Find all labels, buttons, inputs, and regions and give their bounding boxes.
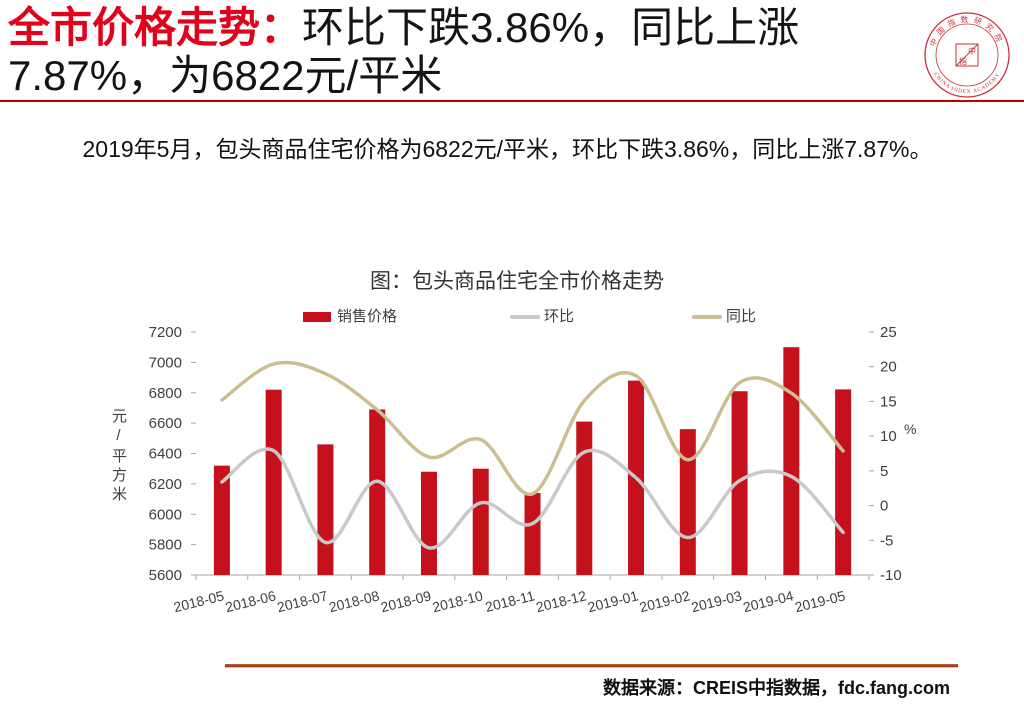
bar-2018-09 bbox=[420, 471, 437, 575]
bar-2019-02 bbox=[679, 429, 696, 575]
bar-2019-05 bbox=[835, 389, 852, 575]
y-tick-label-left-6000: 6000 bbox=[149, 506, 182, 523]
x-tick-label-2019-01: 2019-01 bbox=[586, 587, 640, 615]
x-tick-label-2019-05: 2019-05 bbox=[793, 587, 847, 615]
logo-outer-ring bbox=[924, 12, 1010, 98]
line-yoy bbox=[220, 360, 845, 496]
china-index-academy-logo: 中国指数研究院 CHINA INDEX ACADEMY 中 指 bbox=[924, 12, 1010, 98]
legend-label-sales-price: 销售价格 bbox=[337, 308, 398, 325]
y-tick-label-left-5800: 5800 bbox=[149, 537, 182, 554]
logo-inner-ring bbox=[935, 23, 999, 87]
legend-swatch-sales-price bbox=[303, 312, 331, 322]
x-tick-label-2019-03: 2019-03 bbox=[690, 587, 744, 615]
title-line-2: 7.87%，为6822元/平米 bbox=[8, 52, 443, 99]
y-tick-label-right-5: 5 bbox=[880, 463, 888, 480]
x-tick-label-2019-04: 2019-04 bbox=[741, 587, 795, 615]
y-tick-label-right-20: 20 bbox=[880, 359, 897, 376]
logo-text-cn-path: 中国指数研究院 bbox=[927, 14, 1002, 48]
y-tick-label-left-6800: 6800 bbox=[149, 385, 182, 402]
bar-2018-11 bbox=[524, 492, 541, 575]
legend-swatch-yoy bbox=[692, 315, 722, 319]
logo-center-diagonal bbox=[955, 43, 979, 67]
x-tick-label-2018-08: 2018-08 bbox=[327, 587, 381, 615]
x-tick-label-2018-05: 2018-05 bbox=[172, 587, 226, 615]
price-trend-chart: 5600 5800 6000 6200 6400 6600 6800 7000 7200 -10 -… bbox=[149, 324, 902, 615]
y-tick-label-left-6400: 6400 bbox=[149, 446, 182, 463]
title-highlight: 全市价格走势： bbox=[8, 4, 303, 51]
bar-2018-06 bbox=[265, 389, 282, 575]
x-tick-label-2018-10: 2018-10 bbox=[431, 587, 485, 615]
x-tick-label-2019-02: 2019-02 bbox=[638, 587, 692, 615]
logo-center-top: 中 bbox=[968, 46, 976, 56]
legend-swatch-mom bbox=[510, 315, 540, 319]
y-tick-label-right--5: -5 bbox=[880, 532, 893, 549]
title-line-1-text: 环比下跌3.86%，同比上涨 bbox=[302, 4, 800, 51]
logo-center-bottom: 指 bbox=[959, 56, 967, 66]
y-axis-label-left: 元/平方米 bbox=[110, 408, 127, 505]
x-tick-label-2018-09: 2018-09 bbox=[379, 587, 433, 615]
bar-2018-08 bbox=[369, 409, 386, 575]
legend-label-mom: 环比 bbox=[544, 308, 575, 325]
logo-text-en-path: CHINA INDEX ACADEMY bbox=[932, 72, 1001, 95]
logo-text-cn: 中国指数研究院 bbox=[927, 14, 1007, 48]
y-tick-label-right-0: 0 bbox=[880, 498, 888, 515]
y-tick-label-right--10: -10 bbox=[880, 567, 902, 584]
y-tick-label-left-7200: 7200 bbox=[149, 324, 182, 341]
x-tick-label-2018-06: 2018-06 bbox=[224, 587, 278, 615]
bar-2019-04 bbox=[783, 347, 800, 575]
chart-title: 图：包头商品住宅全市价格走势 bbox=[370, 270, 664, 293]
title-divider bbox=[0, 100, 1024, 102]
y-axis-label-right: % bbox=[904, 421, 917, 437]
bar-2019-03 bbox=[731, 391, 748, 575]
x-tick-labels: 2018-052018-062018-072018-082018-092018-… bbox=[172, 587, 847, 615]
summary-text: 2019年5月，包头商品住宅价格为6822元/平米，环比下跌3.86%，同比上涨… bbox=[82, 136, 933, 162]
bar-2018-12 bbox=[576, 421, 593, 575]
x-tick-label-2018-11: 2018-11 bbox=[484, 587, 537, 615]
chart-axes: 5600 5800 6000 6200 6400 6600 6800 7000 7200 -10 -… bbox=[149, 324, 902, 584]
y-tick-label-left-7000: 7000 bbox=[149, 354, 182, 371]
bar-2018-10 bbox=[472, 468, 489, 575]
footer-divider bbox=[225, 664, 958, 667]
data-source: 数据来源：CREIS中指数据，fdc.fang.com bbox=[602, 678, 950, 698]
y-tick-label-right-25: 25 bbox=[880, 324, 897, 341]
y-tick-label-left-5600: 5600 bbox=[149, 567, 182, 584]
logo-text-en: CHINA INDEX ACADEMY bbox=[932, 72, 1001, 95]
y-tick-label-left-6200: 6200 bbox=[149, 476, 182, 493]
y-tick-label-left-6600: 6600 bbox=[149, 415, 182, 432]
y-tick-label-right-10: 10 bbox=[880, 428, 897, 445]
title-line-1: 全市价格走势：环比下跌3.86%，同比上涨 bbox=[8, 4, 799, 52]
legend-label-yoy: 同比 bbox=[726, 308, 757, 325]
slide-title: 全市价格走势：环比下跌3.86%，同比上涨 7.87%，为6822元/平米 bbox=[8, 4, 799, 100]
x-tick-label-2018-12: 2018-12 bbox=[534, 587, 588, 615]
line-mom bbox=[220, 447, 845, 550]
x-tick-label-2018-07: 2018-07 bbox=[275, 587, 329, 615]
logo-center-frame bbox=[955, 43, 979, 67]
bar-series bbox=[213, 347, 852, 575]
bar-2018-07 bbox=[317, 444, 334, 575]
bar-2018-05 bbox=[213, 465, 230, 575]
y-tick-label-right-15: 15 bbox=[880, 393, 897, 410]
